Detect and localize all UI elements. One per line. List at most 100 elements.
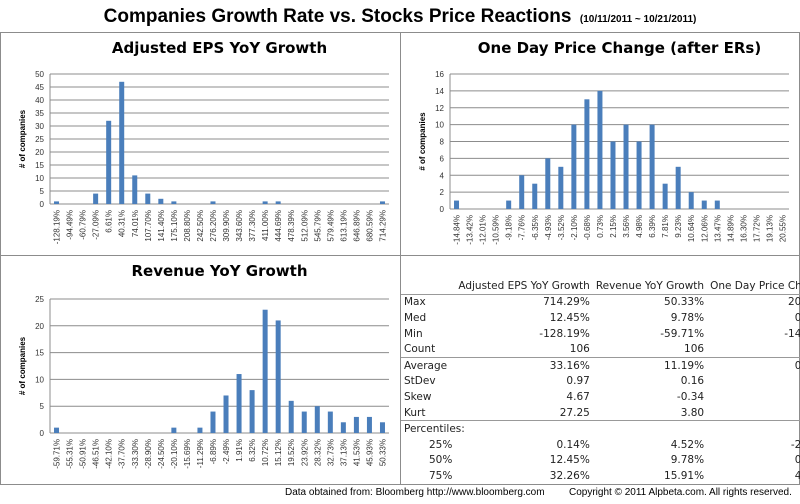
x-tick-label: -12.01% <box>479 215 488 245</box>
x-tick-label: 12.06% <box>700 215 709 242</box>
row-label: Count <box>404 343 436 356</box>
chart-title: Adjusted EPS YoY Growth <box>112 39 327 57</box>
table-cell: 0.97 <box>566 375 590 388</box>
chart-title: One Day Price Change (after ERs) <box>478 39 761 57</box>
table-cell: 106 <box>569 343 590 356</box>
x-tick-label: -42.10% <box>105 439 114 469</box>
y-tick-label: 0 <box>40 200 45 209</box>
x-tick-label: -46.51% <box>92 439 101 469</box>
x-tick-label: 41.53% <box>352 439 361 466</box>
y-tick-label: 16 <box>435 70 444 79</box>
x-tick-label: 2.15% <box>609 215 618 238</box>
table-row: StDev 0.97 0.160.05 <box>401 374 800 390</box>
x-tick-label: -94.49% <box>66 210 75 240</box>
table-cell: 9.78% <box>670 454 705 467</box>
table-cell: 106 <box>707 341 800 357</box>
x-tick-label: 545.79% <box>313 210 322 242</box>
bar <box>366 416 372 433</box>
x-tick-label: -4.93% <box>544 215 553 240</box>
y-tick-label: 10 <box>435 121 444 130</box>
page-title: Companies Growth Rate vs. Stocks Price R… <box>0 6 800 28</box>
x-tick-label: 444.69% <box>274 210 283 242</box>
table-cell: 9.78% <box>670 311 705 324</box>
x-tick-label: 276.20% <box>209 210 218 242</box>
row-label: 75% <box>429 469 453 482</box>
table-row: 25% 0.14% 4.52% -2.47% <box>401 437 800 453</box>
x-tick-label: 32.73% <box>326 439 335 466</box>
table-cell: -0.34 <box>676 390 705 403</box>
footer-copyright: Copyright © 2011 Alpbeta.com. All rights… <box>569 487 792 498</box>
x-tick-label: 6.32% <box>248 439 257 462</box>
x-tick-label: -28.90% <box>144 439 153 469</box>
x-tick-label: 141.40% <box>157 210 166 242</box>
x-tick-label: 714.29% <box>378 210 387 242</box>
x-tick-label: -14.84% <box>453 215 462 245</box>
bar <box>197 427 203 433</box>
date-range: (10/11/2011 ~ 10/21/2011) <box>579 14 697 25</box>
bar <box>353 416 359 433</box>
x-tick-label: -24.50% <box>157 439 166 469</box>
x-tick-label: 13.47% <box>713 215 722 242</box>
chart-panel-revenue: Revenue YoY Growth # of companies 0 5 10 15 20… <box>0 255 401 485</box>
x-tick-label: 19.52% <box>287 439 296 466</box>
y-tick-label: 2 <box>440 188 445 197</box>
bar <box>223 395 229 433</box>
y-tick-label: 15 <box>35 349 44 358</box>
x-tick-label: 7.81% <box>661 215 670 238</box>
bar <box>714 200 720 209</box>
x-tick-label: -11.29% <box>196 439 205 468</box>
bar <box>519 175 525 209</box>
table-row: Skew 4.67 -0.340.29 <box>401 389 800 405</box>
bar <box>649 124 655 209</box>
x-tick-label: 309.90% <box>222 210 231 242</box>
bar <box>597 90 603 209</box>
row-label: Kurt <box>404 406 426 419</box>
y-tick-label: 10 <box>35 375 44 384</box>
table-row: Kurt 27.25 3.801.18 <box>401 405 800 421</box>
bar <box>210 201 216 204</box>
x-tick-label: 512.09% <box>300 210 309 242</box>
column-header: Revenue YoY Growth <box>595 279 705 292</box>
main-title: Companies Growth Rate vs. Stocks Price R… <box>103 6 572 27</box>
table-cell: 3.80 <box>680 406 705 419</box>
x-tick-label: -60.79% <box>79 210 88 240</box>
bar <box>571 124 577 209</box>
bar <box>558 166 564 209</box>
bar <box>662 183 668 209</box>
table-cell: 4.17% <box>794 469 800 482</box>
x-tick-label: 50.33% <box>378 439 387 466</box>
x-tick-label: 6.61% <box>105 210 114 233</box>
row-label: Skew <box>404 390 432 403</box>
bar <box>506 200 512 209</box>
bar <box>275 201 281 204</box>
bar <box>171 427 177 433</box>
x-tick-label: 208.80% <box>183 210 192 242</box>
x-tick-label: -33.30% <box>131 439 140 469</box>
bar <box>54 201 60 204</box>
x-tick-label: -37.70% <box>118 439 127 469</box>
row-label: 25% <box>429 438 453 451</box>
table-cell: 20.55% <box>707 293 800 311</box>
bar <box>314 406 320 433</box>
bar <box>675 166 681 209</box>
table-row: Count106106106 <box>401 341 800 357</box>
y-tick-label: 14 <box>435 87 444 96</box>
bar <box>158 198 164 204</box>
x-tick-label: -6.35% <box>531 215 540 240</box>
bar <box>532 183 538 209</box>
x-tick-label: 45.93% <box>365 439 374 466</box>
x-tick-label: 377.30% <box>248 210 257 242</box>
x-tick-label: -15.69% <box>183 439 192 469</box>
table-row: Adjusted EPS YoY Growth Revenue YoY Growt… <box>401 278 800 294</box>
x-tick-label: -27.09% <box>92 210 101 240</box>
y-tick-label: 50 <box>35 70 44 79</box>
table-cell: 1.18 <box>707 405 800 421</box>
table-cell: -14.84% <box>784 327 800 340</box>
y-tick-label: 10 <box>35 174 44 183</box>
row-label: StDev <box>404 375 436 388</box>
x-tick-label: -50.91% <box>79 439 88 469</box>
x-tick-label: 0.73% <box>596 215 605 238</box>
table-cell: 106 <box>684 343 705 356</box>
